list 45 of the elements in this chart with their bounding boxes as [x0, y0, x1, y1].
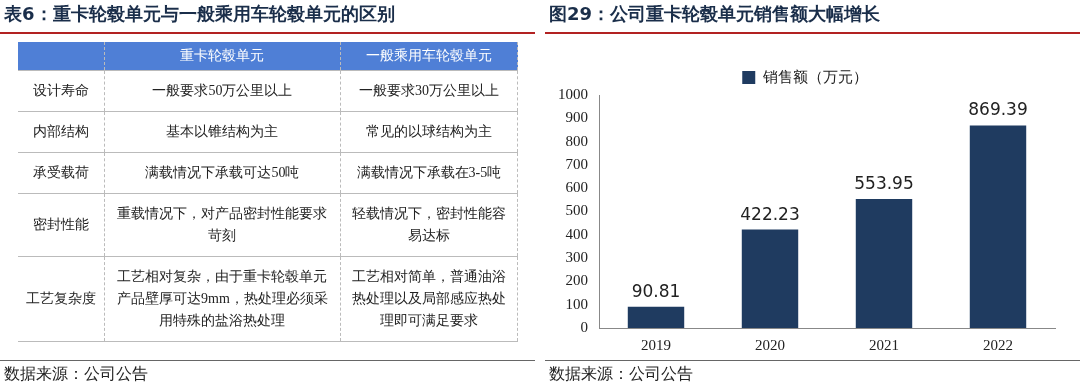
- category-label: 内部结构: [33, 124, 89, 139]
- category-label: 密封性能: [33, 217, 89, 232]
- bar: [627, 306, 685, 328]
- bar: [855, 198, 913, 328]
- y-tick-label: 100: [565, 295, 588, 312]
- legend-label: 销售额（万元）: [761, 67, 868, 85]
- x-tick-label: 2021: [869, 336, 899, 353]
- text: 一般要求50万公里以上: [152, 83, 293, 98]
- x-tick-label: 2022: [983, 336, 1013, 353]
- y-tick-label: 400: [565, 225, 588, 242]
- category-label: 重卡轮毂单元: [104, 42, 341, 71]
- data-label: 90.81: [631, 280, 681, 301]
- bar: [969, 125, 1027, 328]
- y-tick-label: 600: [565, 179, 588, 196]
- x-tick-label: 2020: [755, 336, 785, 353]
- category-label: 一般乘用车轮毂单元: [340, 42, 518, 71]
- data-label: 869.39: [968, 99, 1028, 120]
- category-label: 承受载荷: [33, 165, 89, 180]
- text: 重载情况下，对产品密封性能要求苛刻: [117, 206, 328, 243]
- text: 满载情况下承载可达50吨: [145, 165, 300, 180]
- text: 满载情况下承载在3-5吨: [356, 165, 502, 180]
- y-tick-label: 0: [580, 318, 588, 335]
- text: 工艺相对复杂，由于重卡轮毂单元产品壁厚可达9mm，热处理必须采用特殊的盐浴热处理: [117, 269, 328, 328]
- y-tick-label: 800: [565, 132, 588, 149]
- source-note: 数据来源：公司公告: [4, 364, 148, 384]
- text: 一般要求30万公里以上: [358, 83, 499, 98]
- text: 基本以锥结构为主: [166, 124, 279, 139]
- data-label: 553.95: [854, 172, 914, 193]
- chart-title: 图29：公司重卡轮毂单元销售额大幅增长: [549, 2, 881, 26]
- data-label: 422.23: [740, 203, 800, 224]
- y-tick-label: 900: [565, 109, 588, 126]
- text: 轻载情况下，密封性能容易达标: [351, 206, 506, 243]
- x-tick-label: 2019: [641, 336, 671, 353]
- y-tick-label: 500: [565, 202, 588, 219]
- y-tick-label: 300: [565, 249, 588, 266]
- text: 常见的以球结构为主: [365, 124, 492, 139]
- text: 表6：重卡轮毂单元与一般乘用车轮毂单元的区别: [4, 2, 395, 26]
- y-tick-label: 200: [565, 272, 588, 289]
- category-label: 设计寿命: [33, 83, 89, 98]
- text: 工艺相对简单，普通油浴热处理以及局部感应热处理即可满足要求: [351, 269, 506, 328]
- bar: [741, 229, 799, 328]
- source-note: 数据来源：公司公告: [549, 364, 693, 384]
- category-label: 工艺复杂度: [26, 291, 96, 306]
- y-tick-label: 700: [565, 155, 588, 172]
- y-tick-label: 1000: [558, 85, 588, 102]
